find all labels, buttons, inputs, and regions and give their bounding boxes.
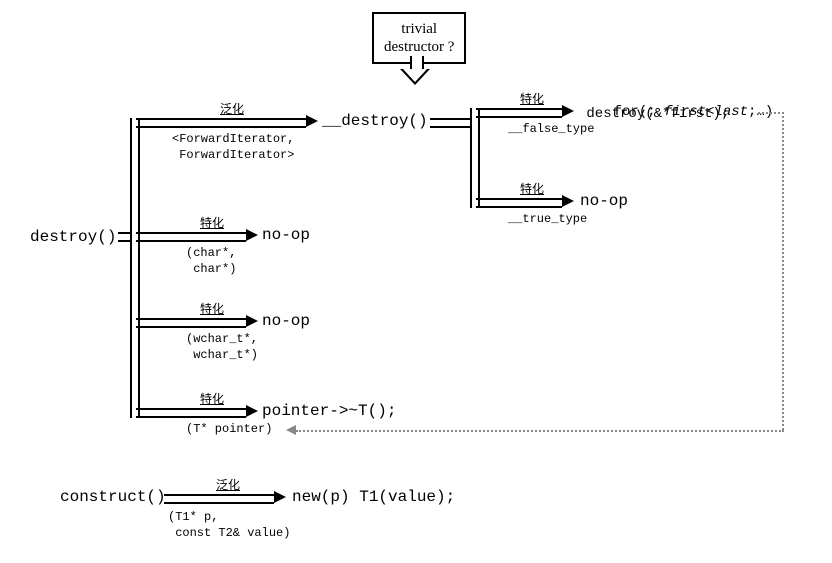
- arrow-construct: [274, 491, 286, 503]
- params-b3-l2: wchar_t*): [186, 348, 258, 362]
- params-construct-l1: (T1* p,: [168, 510, 218, 524]
- arrow-b1: [306, 115, 318, 127]
- callout-line1: trivial: [384, 20, 454, 38]
- arrow-b4: [246, 405, 258, 417]
- dotted-h: [296, 430, 784, 432]
- target-b2: no-op: [262, 226, 310, 244]
- arrow-i1: [562, 105, 574, 117]
- i1-type: __false_type: [508, 122, 594, 136]
- trunk-destroy: [130, 118, 140, 418]
- dotted-arrow: [286, 425, 296, 435]
- tag-i2: 特化: [520, 180, 544, 197]
- edge-construct: [164, 494, 274, 504]
- arrow-b2: [246, 229, 258, 241]
- diagram-stage: trivial destructor ? destroy() 泛化 __dest…: [0, 0, 832, 563]
- tag-b1: 泛化: [220, 100, 244, 117]
- stub-destroy: [118, 232, 130, 242]
- tag-b2: 特化: [200, 214, 224, 231]
- tag-b4: 特化: [200, 390, 224, 407]
- edge-b1: [136, 118, 306, 128]
- destroy-root: destroy(): [30, 228, 116, 246]
- target-b4: pointer->~T();: [262, 402, 396, 420]
- stub-inner: [430, 118, 470, 128]
- params-construct-l2: const T2& value): [168, 526, 290, 540]
- dotted-top: [758, 112, 784, 114]
- params-b2-l2: char*): [186, 262, 236, 276]
- dotted-v: [782, 112, 784, 430]
- target-i2: no-op: [580, 192, 628, 210]
- target-b3: no-op: [262, 312, 310, 330]
- edge-i1: [476, 108, 562, 118]
- params-b1-l2: ForwardIterator>: [172, 148, 294, 162]
- edge-b4: [136, 408, 246, 418]
- params-b2-l1: (char*,: [186, 246, 236, 260]
- params-b1-l1: <ForwardIterator,: [172, 132, 294, 146]
- edge-b2: [136, 232, 246, 242]
- params-b3-l1: (wchar_t*,: [186, 332, 258, 346]
- tag-i1: 特化: [520, 90, 544, 107]
- tag-construct: 泛化: [216, 476, 240, 493]
- i1-line2: destroy(&*first);: [578, 106, 729, 122]
- edge-i2: [476, 198, 562, 208]
- trunk-inner: [470, 108, 480, 208]
- edge-b3: [136, 318, 246, 328]
- target-construct: new(p) T1(value);: [292, 488, 455, 506]
- tag-b3: 特化: [200, 300, 224, 317]
- i2-type: __true_type: [508, 212, 587, 226]
- arrow-i2: [562, 195, 574, 207]
- arrow-b3: [246, 315, 258, 327]
- callout-line2: destructor ?: [384, 38, 454, 56]
- target-b1: __destroy(): [322, 112, 428, 130]
- params-b4: (T* pointer): [186, 422, 272, 436]
- construct-root: construct(): [60, 488, 166, 506]
